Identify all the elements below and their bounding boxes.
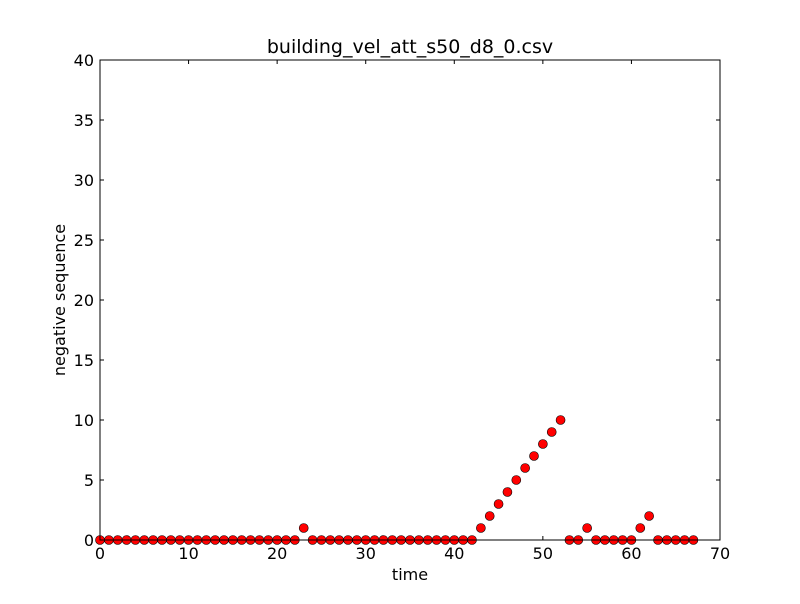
- x-tick-label: 40: [444, 544, 464, 563]
- data-point: [538, 439, 548, 449]
- data-point: [484, 511, 495, 521]
- y-tick-label: 15: [74, 351, 94, 370]
- data-point: [546, 427, 557, 437]
- x-tick-label: 70: [710, 544, 730, 563]
- y-tick-label: 0: [84, 531, 94, 550]
- data-point: [493, 499, 504, 509]
- data-point: [476, 523, 486, 533]
- y-tick-label: 40: [74, 51, 94, 70]
- y-tick-label: 25: [74, 231, 94, 250]
- data-point: [555, 415, 566, 425]
- x-tick-label: 20: [267, 544, 287, 563]
- chart-title: building_vel_att_s50_d8_0.csv: [267, 36, 553, 58]
- data-point: [502, 487, 513, 497]
- data-point: [582, 523, 592, 533]
- x-tick-label: 30: [356, 544, 376, 563]
- data-point: [644, 511, 654, 521]
- y-tick-label: 10: [74, 411, 94, 430]
- x-tick-label: 50: [533, 544, 553, 563]
- data-point: [298, 523, 309, 533]
- x-axis-label: time: [392, 565, 428, 584]
- data-point: [511, 475, 522, 485]
- data-point: [635, 523, 646, 533]
- x-tick-label: 60: [621, 544, 641, 563]
- y-tick-label: 5: [84, 471, 94, 490]
- y-tick-label: 20: [74, 291, 94, 310]
- x-tick-label: 0: [95, 544, 105, 563]
- axis-ticks: 0 10 20 30 40 50 60 70 0 5 10 15 20 25 30 35 40: [74, 51, 731, 563]
- y-tick-label: 30: [74, 171, 94, 190]
- data-point: [520, 463, 530, 473]
- y-tick-label: 35: [74, 111, 94, 130]
- data-point: [529, 451, 539, 461]
- y-axis-label: negative sequence: [50, 224, 69, 376]
- x-tick-label: 10: [178, 544, 198, 563]
- plot-area-frame: [99, 59, 721, 541]
